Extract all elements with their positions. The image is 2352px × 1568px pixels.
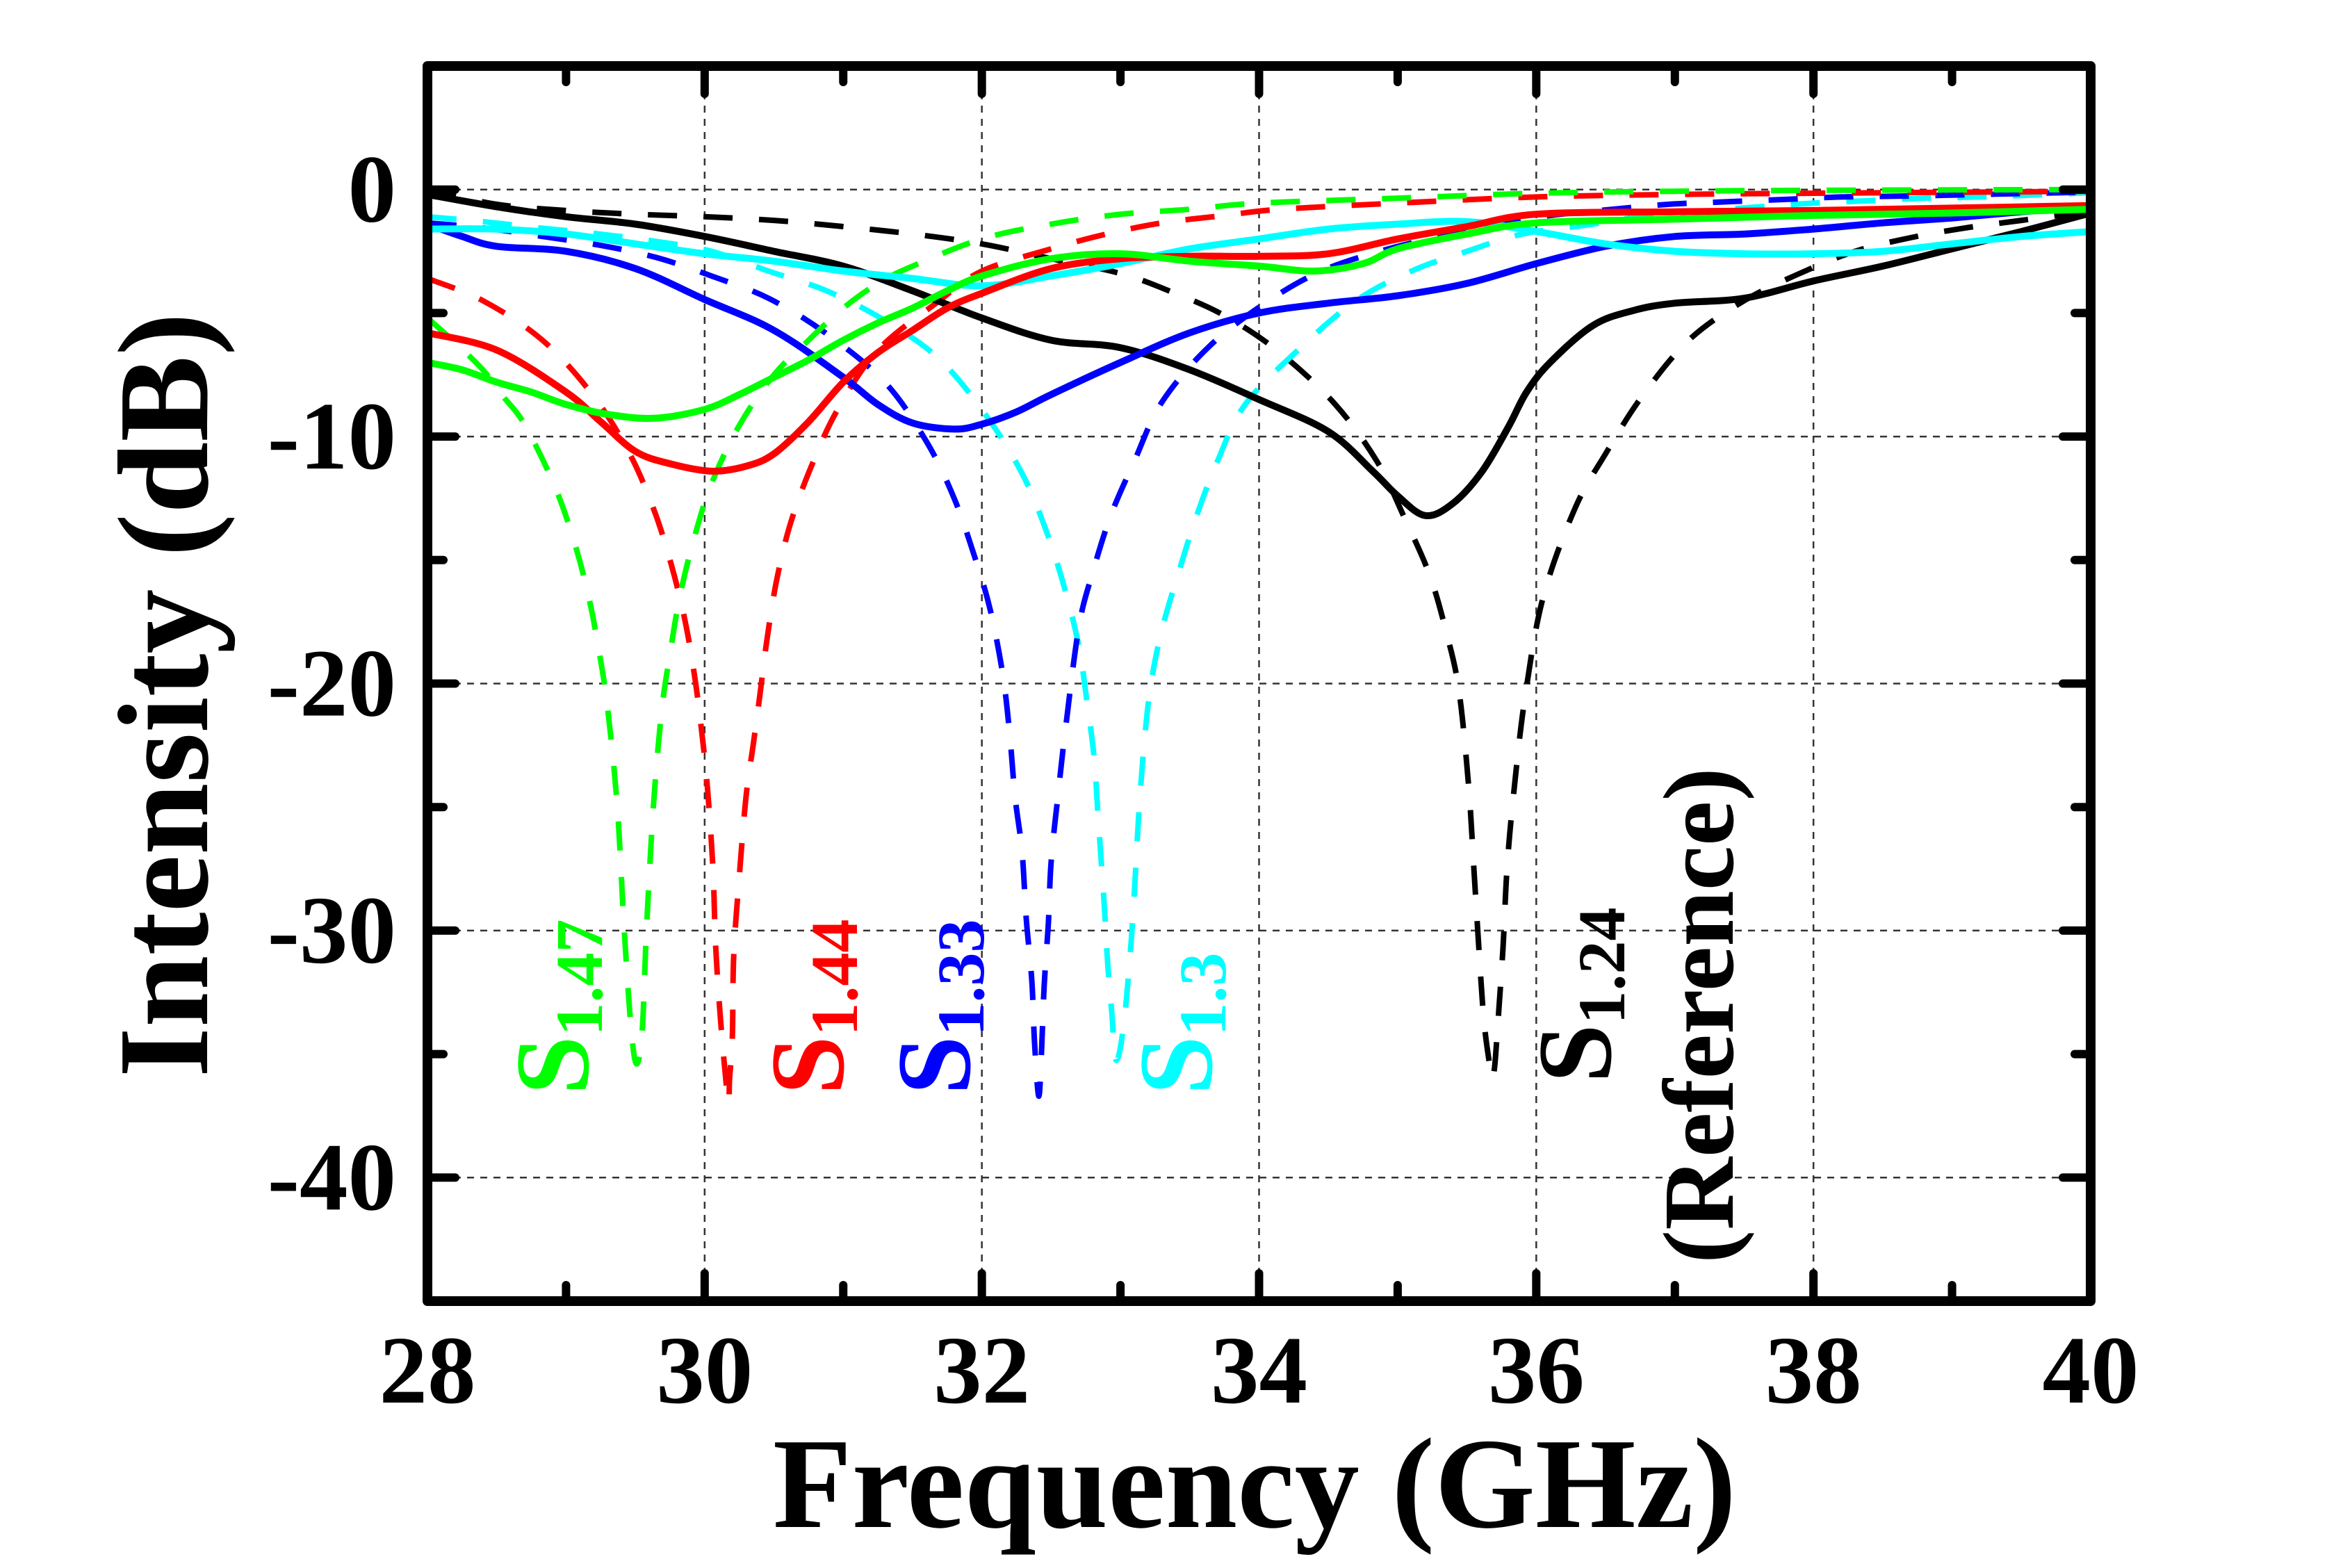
x-tick-label: 38: [1765, 1317, 1862, 1424]
y-tick-label: -10: [268, 383, 396, 490]
series-S124-solid-line: [424, 190, 2094, 519]
annotation-s147: S1.47: [494, 919, 616, 1095]
x-tick-label: 40: [2043, 1317, 2139, 1424]
annotation-main-letter: S: [494, 1036, 611, 1095]
tick-labels: 28 30 32 34 36 38 40 0 -10 -20 -30 -40: [268, 136, 2139, 1424]
x-tick-label: 32: [933, 1317, 1030, 1424]
annotation-subscript: 1.33: [924, 919, 998, 1036]
y-axis-title: Intensity (dB): [92, 313, 236, 1078]
annotation-main-letter: S: [749, 1036, 866, 1095]
annotation-subscript: 1.3: [1166, 952, 1240, 1036]
y-tick-label: -20: [268, 630, 396, 737]
annotation-subscript: 1.44: [797, 919, 872, 1036]
annotation-reference-note: (Reference): [1644, 767, 1755, 1264]
series-S147-solid-line: [424, 206, 2094, 423]
x-tick-label: 28: [379, 1317, 476, 1424]
series-S147-dashed-line: [425, 186, 2091, 1067]
x-tick-label: 34: [1211, 1317, 1307, 1424]
annotation-main-letter: S: [876, 1036, 993, 1095]
annotation-s133: S1.33: [876, 919, 998, 1095]
annotation-subscript: 1.24: [1565, 907, 1639, 1024]
series-S133-dashed-line: [427, 189, 2091, 1100]
x-tick-label: 30: [656, 1317, 753, 1424]
y-tick-label: 0: [348, 136, 397, 243]
plot-frame: [423, 61, 2096, 1306]
series-S133-solid-line: [424, 203, 2094, 433]
x-axis-title: Frequency (GHz): [773, 1412, 1736, 1555]
annotation-main-letter: S: [1118, 1036, 1234, 1095]
annotation-s13: S1.3: [1118, 952, 1240, 1095]
annotation-s124: S1.24: [1517, 907, 1639, 1083]
series-S144-dashed-line: [426, 188, 2091, 1106]
series-lines: [424, 186, 2094, 1106]
y-tick-label: -30: [268, 877, 396, 984]
series-S13-solid-line: [424, 218, 2094, 290]
y-tick-label: -40: [268, 1124, 396, 1231]
annotation-s144: S1.44: [749, 919, 872, 1095]
series-S144-solid-line: [424, 202, 2094, 475]
annotation-main-letter: S: [1517, 1024, 1633, 1083]
x-tick-label: 36: [1488, 1317, 1585, 1424]
annotation-subscript: 1.47: [542, 919, 616, 1036]
